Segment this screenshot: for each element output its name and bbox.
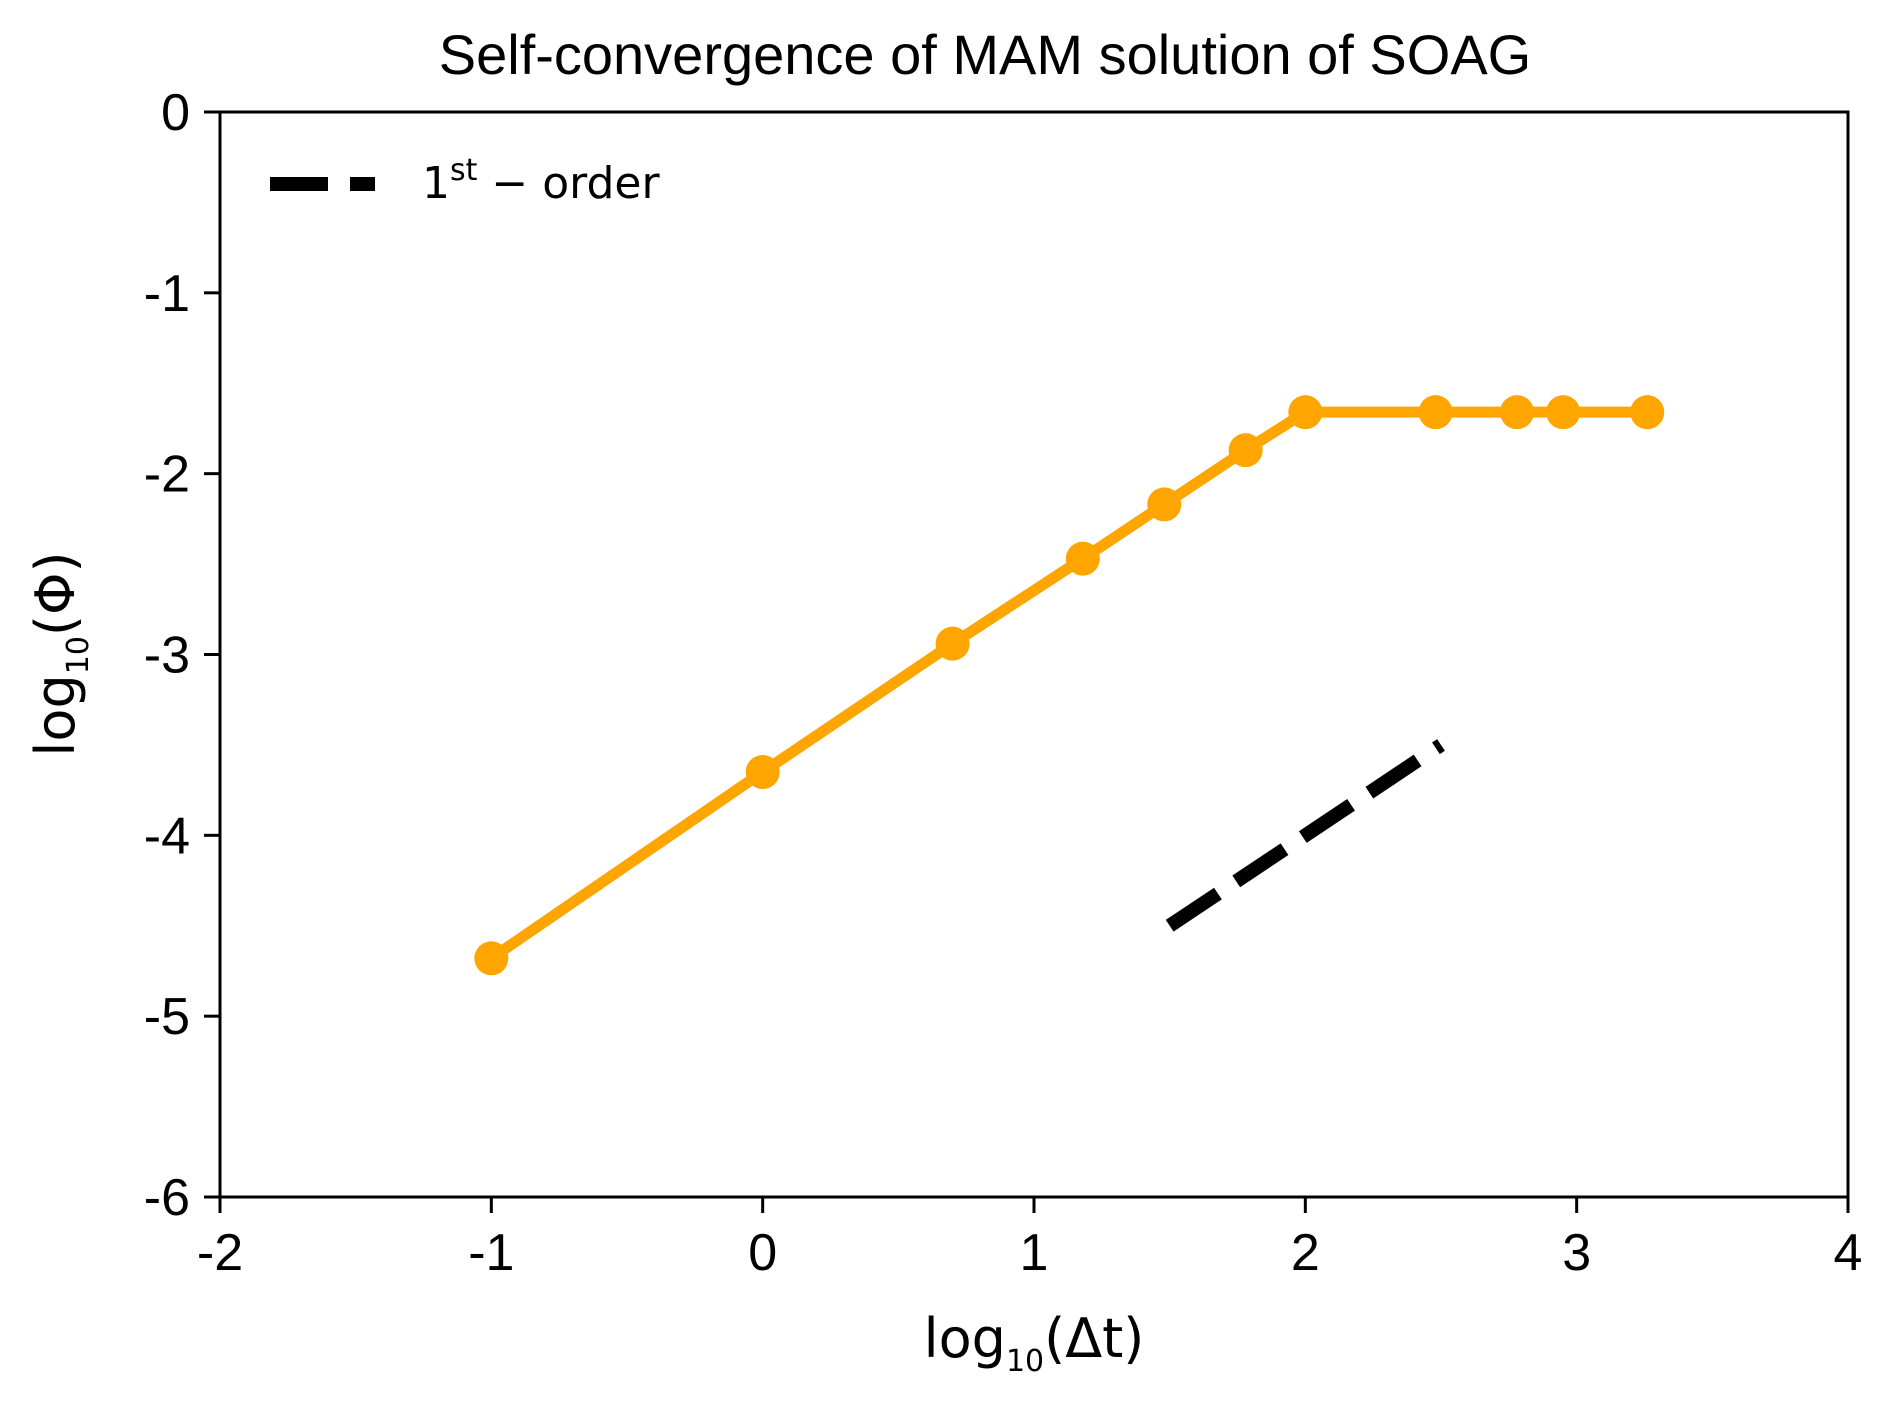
y-tick-label: -3 [144, 627, 190, 685]
y-tick-label: -2 [144, 446, 190, 504]
y-tick-label: -1 [144, 265, 190, 323]
series-point-mam [1288, 395, 1323, 430]
x-tick-label: 0 [748, 1224, 777, 1282]
x-axis-label-prefix: log [924, 1307, 1006, 1370]
x-tick-label: 3 [1562, 1224, 1591, 1282]
series-point-mam [1418, 395, 1453, 430]
series-point-mam [1228, 433, 1263, 468]
series-point-mam [1499, 395, 1534, 430]
legend: 1st − order [270, 153, 660, 209]
x-tick-label: -2 [197, 1224, 243, 1282]
y-axis-label-sub: 10 [61, 636, 96, 674]
series-point-mam [1546, 395, 1581, 430]
y-tick-label: -4 [144, 807, 190, 865]
series-point-mam [474, 941, 509, 976]
y-tick-label: -6 [144, 1169, 190, 1227]
y-axis-label: log10(Φ) [24, 551, 96, 756]
plot-area [218, 110, 1850, 1199]
x-axis: -2 -1 0 1 2 3 4 [197, 1197, 1863, 1282]
x-tick-label: 1 [1020, 1224, 1049, 1282]
x-tick-label: 4 [1834, 1224, 1863, 1282]
x-axis-label-suffix: (Δt) [1044, 1307, 1144, 1370]
chart-title: Self-convergence of MAM solution of SOAG [439, 23, 1532, 86]
x-axis-label-sub: 10 [1006, 1344, 1044, 1379]
legend-label-first-order: 1st − order [422, 153, 660, 209]
legend-label-base: 1 [422, 158, 450, 209]
series-point-mam [1147, 487, 1182, 522]
series-point-mam [1065, 541, 1100, 576]
legend-label-sup: st [450, 153, 478, 188]
plot-frame [218, 110, 1850, 1199]
x-tick-label: 2 [1291, 1224, 1320, 1282]
series-point-mam [1630, 395, 1665, 430]
y-tick-label: 0 [161, 84, 190, 142]
legend-label-suffix: − order [477, 158, 660, 209]
x-axis-label: log10(Δt) [924, 1307, 1145, 1379]
y-axis: 0 -1 -2 -3 -4 -5 -6 [144, 84, 220, 1227]
y-axis-label-suffix: (Φ) [24, 551, 87, 636]
y-axis-label-prefix: log [24, 674, 87, 756]
x-tick-label: -1 [468, 1224, 514, 1282]
series-line-mam [488, 406, 1648, 963]
series-layer [474, 395, 1665, 976]
series-point-mam [935, 626, 970, 661]
series-line-first-order [1165, 739, 1445, 932]
y-tick-label: -5 [144, 988, 190, 1046]
series-point-mam [745, 755, 780, 790]
